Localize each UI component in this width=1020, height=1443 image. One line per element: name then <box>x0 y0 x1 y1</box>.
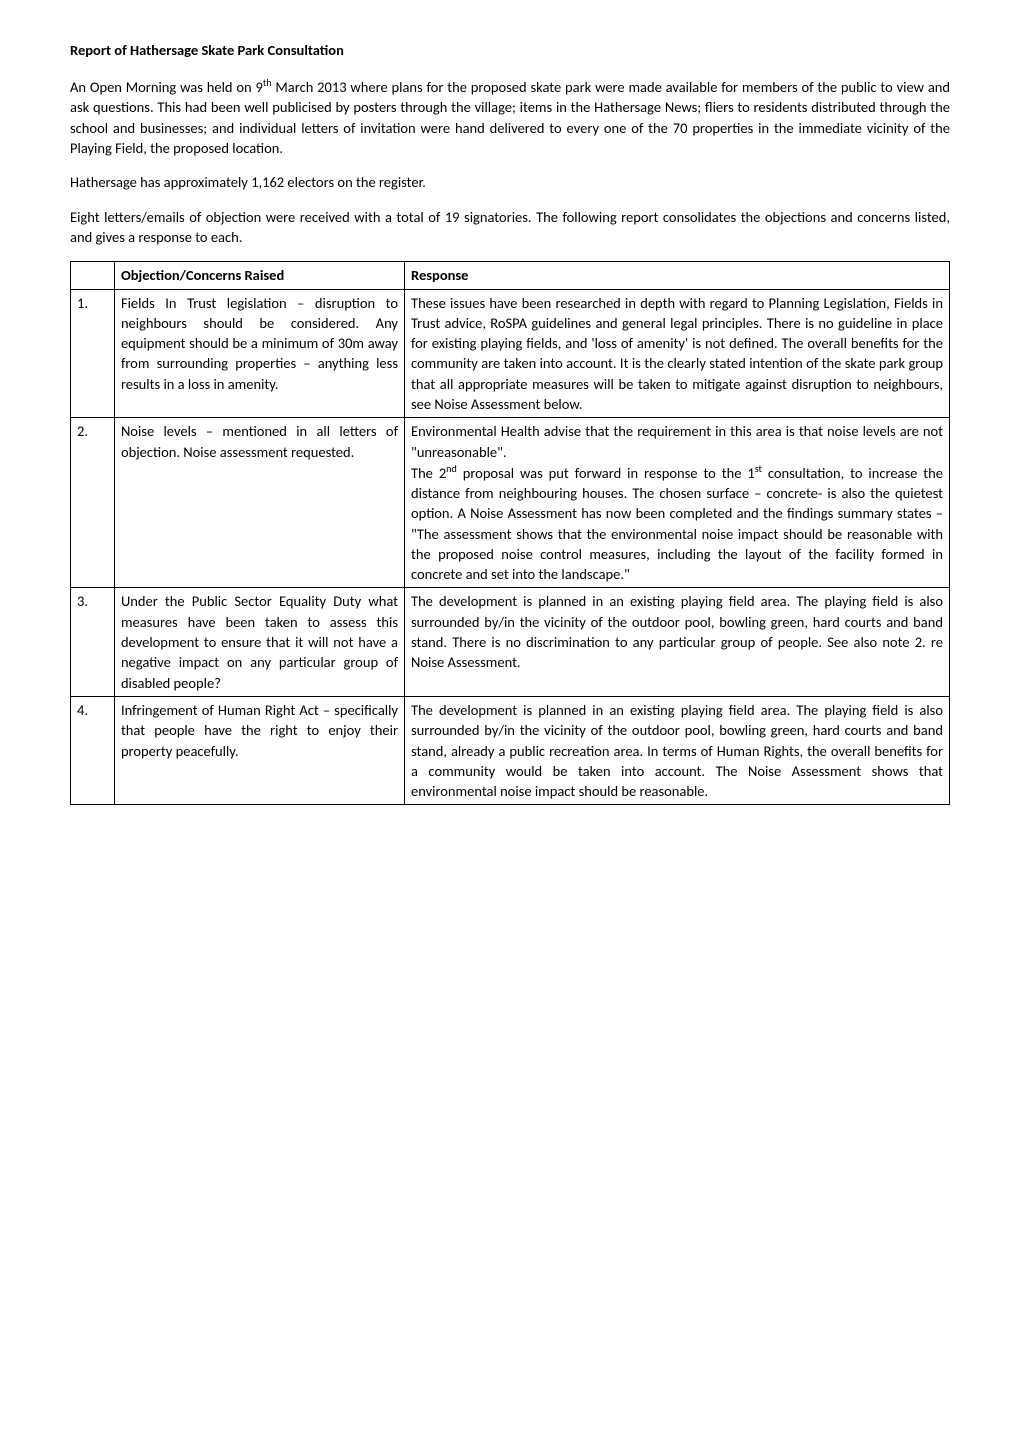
intro-paragraph-3: Eight letters/emails of objection were r… <box>70 207 950 248</box>
intro-paragraph-1: An Open Morning was held on 9th March 20… <box>70 76 950 158</box>
table-header-row: Objection/Concerns Raised Response <box>71 262 950 289</box>
resp2-sup2: st <box>755 462 762 475</box>
row-num: 1. <box>71 289 115 418</box>
date-sup: th <box>263 76 272 89</box>
table-row: 1. Fields In Trust legislation – disrupt… <box>71 289 950 418</box>
intro-paragraph-2: Hathersage has approximately 1,162 elect… <box>70 172 950 192</box>
report-title: Report of Hathersage Skate Park Consulta… <box>70 40 950 60</box>
row-response: These issues have been researched in dep… <box>405 289 950 418</box>
resp2-a: Environmental Health advise that the req… <box>411 422 943 460</box>
row-objection: Noise levels – mentioned in all letters … <box>114 418 404 588</box>
resp2-sup1: nd <box>446 462 457 475</box>
header-response: Response <box>405 262 950 289</box>
header-objection: Objection/Concerns Raised <box>114 262 404 289</box>
table-row: 2. Noise levels – mentioned in all lette… <box>71 418 950 588</box>
intro-p1-a: An Open Morning was held on 9 <box>70 78 263 96</box>
row-num: 3. <box>71 588 115 696</box>
objections-table: Objection/Concerns Raised Response 1. Fi… <box>70 261 950 805</box>
row-response: The development is planned in an existin… <box>405 696 950 804</box>
row-response: The development is planned in an existin… <box>405 588 950 696</box>
row-num: 2. <box>71 418 115 588</box>
header-num <box>71 262 115 289</box>
row-num: 4. <box>71 696 115 804</box>
row-response: Environmental Health advise that the req… <box>405 418 950 588</box>
table-row: 3. Under the Public Sector Equality Duty… <box>71 588 950 696</box>
resp2-b2: proposal was put forward in response to … <box>457 464 755 482</box>
row-objection: Infringement of Human Right Act – specif… <box>114 696 404 804</box>
resp2-b1: The 2 <box>411 464 446 482</box>
row-objection: Under the Public Sector Equality Duty wh… <box>114 588 404 696</box>
row-objection: Fields In Trust legislation – disruption… <box>114 289 404 418</box>
table-row: 4. Infringement of Human Right Act – spe… <box>71 696 950 804</box>
